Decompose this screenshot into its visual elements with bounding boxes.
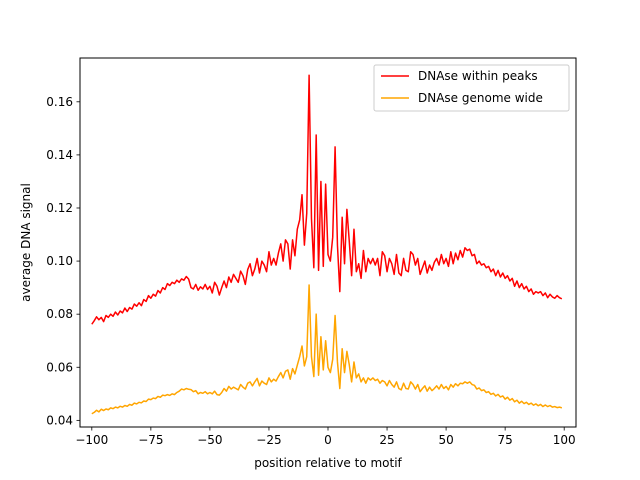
series-line-genome-wide (91, 284, 563, 415)
x-tick-label: −75 (138, 433, 163, 447)
y-tick-label: 0.14 (46, 148, 73, 162)
legend: DNAse within peaks DNAse genome wide (373, 64, 570, 112)
x-tick-label: 0 (324, 433, 332, 447)
x-tick-label: 50 (438, 433, 453, 447)
y-tick-label: 0.04 (46, 413, 73, 427)
y-axis-ticks: 0.04 0.06 0.08 0.10 0.12 0.14 0.16 (46, 95, 80, 427)
legend-label-genome-wide: DNAse genome wide (418, 91, 543, 105)
series-layer (91, 74, 563, 415)
legend-label-within-peaks: DNAse within peaks (418, 69, 538, 83)
y-tick-label: 0.16 (46, 95, 73, 109)
series-line-within-peaks (91, 74, 563, 325)
x-tick-label: 75 (498, 433, 513, 447)
x-tick-label: −50 (197, 433, 222, 447)
x-axis-ticks: −100 −75 −50 −25 0 25 50 75 100 (75, 427, 576, 447)
x-tick-label: −25 (256, 433, 281, 447)
legend-box (373, 64, 570, 112)
y-tick-label: 0.10 (46, 254, 73, 268)
x-tick-label: 25 (379, 433, 394, 447)
y-tick-label: 0.12 (46, 201, 73, 215)
y-axis-label: average DNA signal (19, 183, 33, 302)
x-axis-label: position relative to motif (254, 456, 402, 470)
y-tick-label: 0.06 (46, 360, 73, 374)
y-tick-label: 0.08 (46, 307, 73, 321)
x-tick-label: 100 (553, 433, 576, 447)
x-tick-label: −100 (75, 433, 108, 447)
